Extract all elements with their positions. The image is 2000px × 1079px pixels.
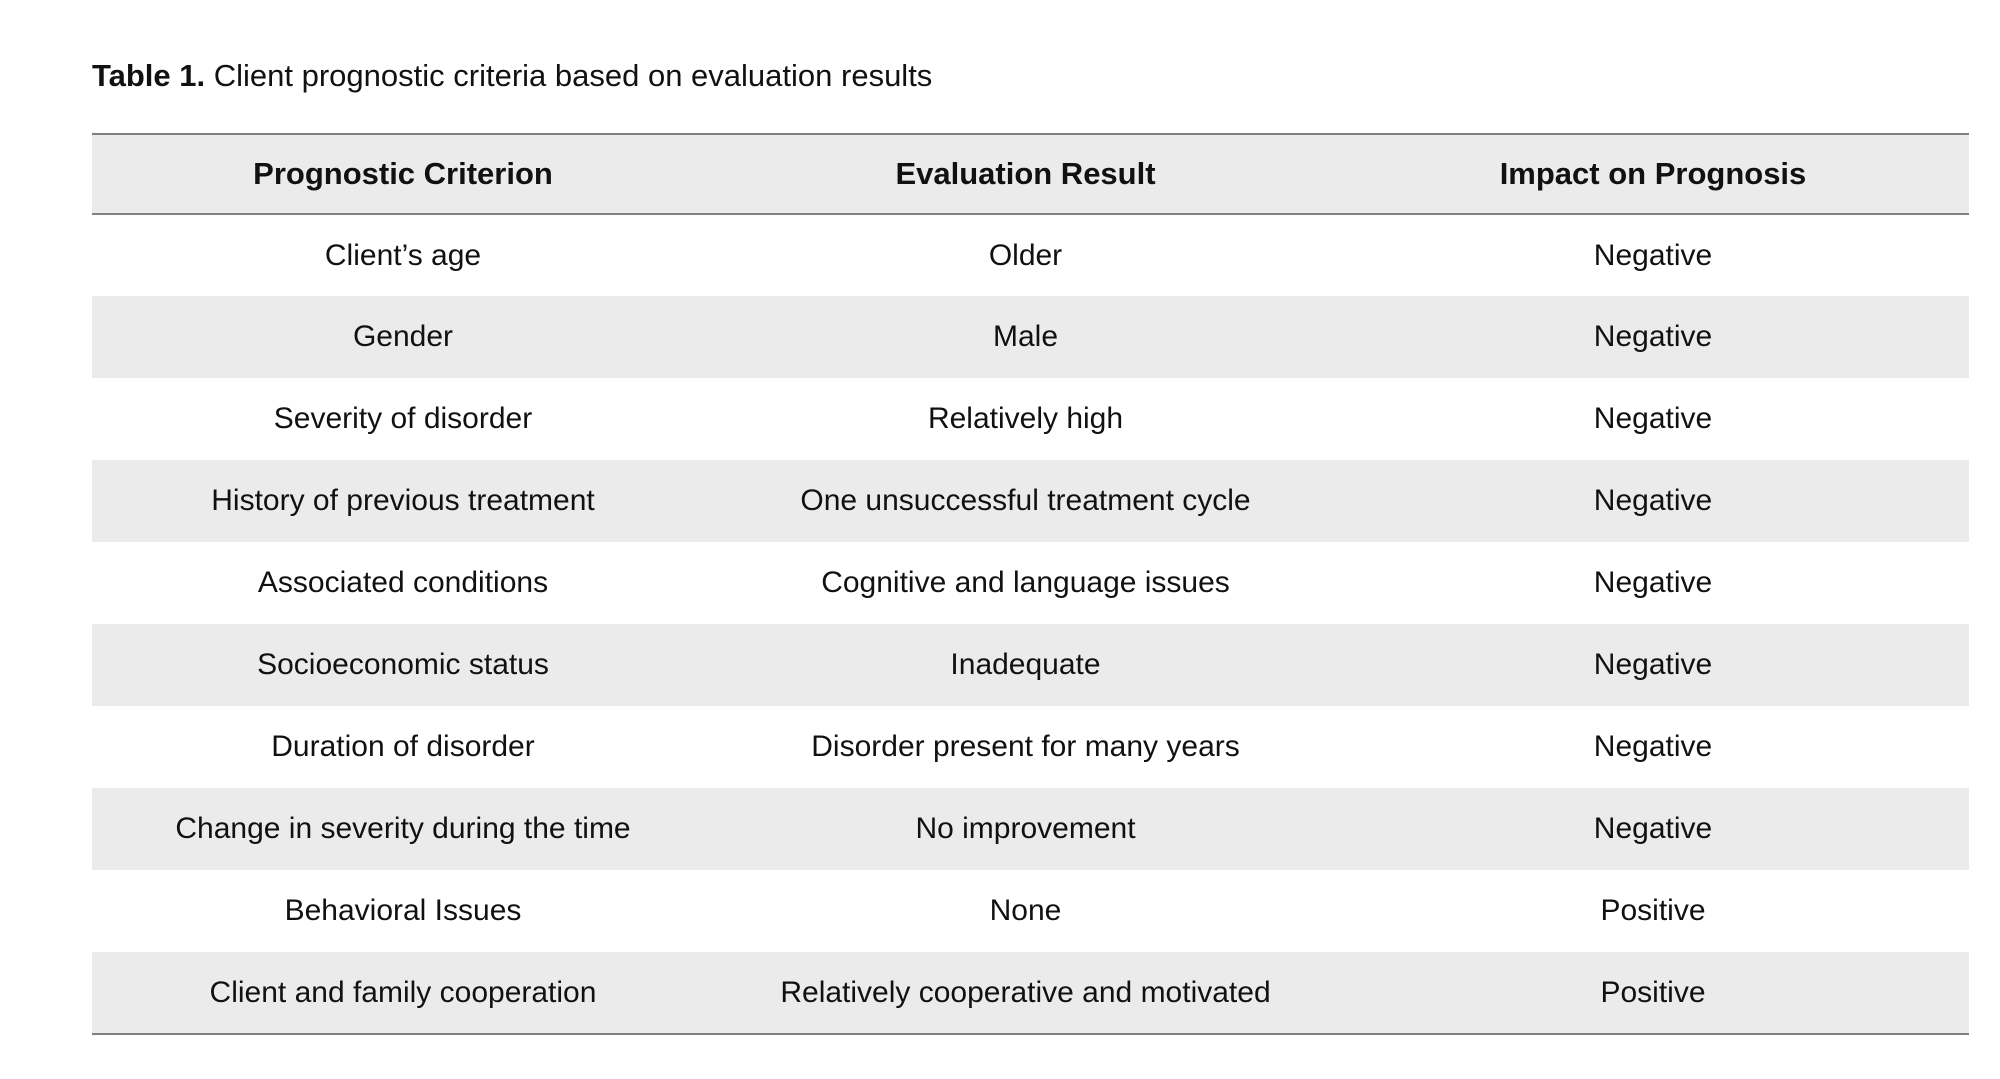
impact-cell: Positive (1337, 952, 1969, 1035)
result-cell: Cognitive and language issues (821, 566, 1230, 599)
table-header: Prognostic Criterion Evaluation Result I… (92, 133, 1969, 215)
table-row: Change in severity during the time No im… (92, 788, 1969, 870)
criterion-cell: History of previous treatment (211, 484, 595, 517)
table-header-row: Prognostic Criterion Evaluation Result I… (92, 133, 1969, 215)
criterion-cell: Behavioral Issues (284, 894, 522, 927)
column-header-impact: Impact on Prognosis (1337, 133, 1969, 215)
table-row: History of previous treatment One unsucc… (92, 460, 1969, 542)
table-row: Associated conditions Cognitive and lang… (92, 542, 1969, 624)
impact-cell: Negative (1593, 402, 1713, 435)
criterion-cell: Duration of disorder (271, 730, 535, 763)
column-header-criterion: Prognostic Criterion (92, 133, 714, 215)
criterion-cell: Client’s age (324, 238, 482, 272)
impact-cell: Negative (1593, 566, 1713, 599)
result-cell: Older (988, 238, 1063, 272)
impact-cell: Positive (1600, 894, 1706, 927)
impact-cell: Negative (1593, 320, 1713, 353)
table-caption-text: Client prognostic criteria based on eval… (205, 58, 933, 93)
result-cell: None (989, 894, 1062, 927)
impact-cell: Negative (1593, 812, 1713, 845)
prognostic-criteria-table: Prognostic Criterion Evaluation Result I… (92, 133, 1969, 1035)
criterion-cell: Socioeconomic status (257, 648, 549, 681)
criterion-cell: Gender (352, 320, 454, 353)
column-header-result: Evaluation Result (714, 133, 1337, 215)
table-caption: Table 1. Client prognostic criteria base… (92, 56, 932, 96)
table-row: Socioeconomic status Inadequate Negative (92, 624, 1969, 706)
result-cell: Relatively cooperative and motivated (714, 952, 1337, 1035)
impact-cell: Negative (1593, 648, 1713, 681)
result-cell: Disorder present for many years (811, 730, 1240, 763)
table-row: Gender Male Negative (92, 296, 1969, 378)
impact-cell: Negative (1593, 730, 1713, 763)
criterion-cell: Associated conditions (257, 566, 549, 599)
table-caption-label: Table 1. (92, 58, 206, 93)
criterion-cell: Severity of disorder (273, 402, 533, 435)
impact-cell: Negative (1593, 238, 1713, 272)
result-cell: Relatively high (927, 402, 1124, 435)
impact-cell: Negative (1593, 484, 1713, 517)
table-row: Behavioral Issues None Positive (92, 870, 1969, 952)
result-cell: One unsuccessful treatment cycle (800, 484, 1251, 517)
table-row: Severity of disorder Relatively high Neg… (92, 378, 1969, 460)
criterion-cell: Client and family cooperation (92, 952, 714, 1035)
result-cell: Male (992, 320, 1059, 353)
table-body: Client’s age Older Negative Gender Male … (92, 214, 1969, 1035)
result-cell: Inadequate (950, 648, 1101, 681)
table-row: Client’s age Older Negative (92, 214, 1969, 296)
criterion-cell: Change in severity during the time (175, 812, 631, 845)
result-cell: No improvement (915, 812, 1136, 845)
table-row: Client and family cooperation Relatively… (92, 952, 1969, 1035)
table-row: Duration of disorder Disorder present fo… (92, 706, 1969, 788)
